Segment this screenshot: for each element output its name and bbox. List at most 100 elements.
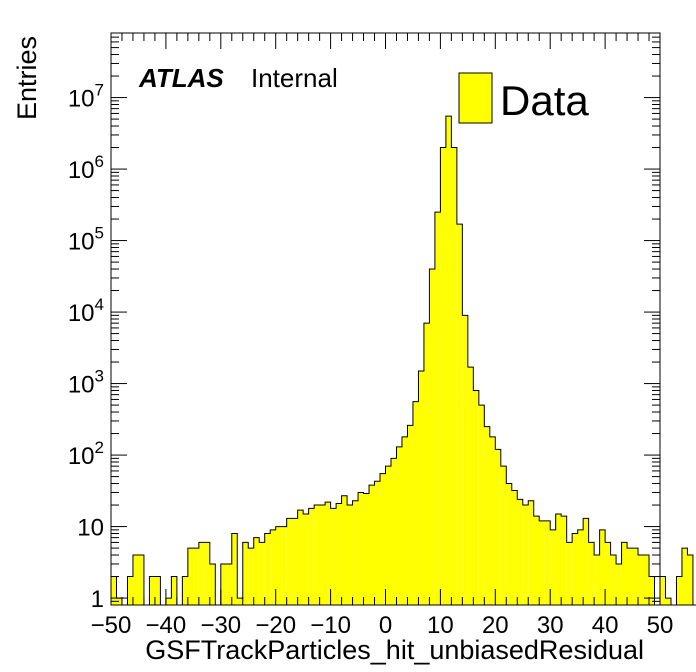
x-tick-label: 50	[647, 612, 674, 639]
atlas-label: ATLAS	[138, 63, 224, 93]
x-axis-label: GSFTrackParticles_hit_unbiasedResidual	[145, 635, 644, 665]
histogram-bin	[385, 466, 391, 605]
histogram-bin	[220, 563, 227, 605]
histogram-bin	[555, 513, 562, 605]
histogram-bin	[599, 529, 606, 605]
histogram-bin	[638, 555, 644, 605]
histogram-bin	[429, 269, 435, 605]
histogram-bin	[154, 576, 161, 605]
histogram-outline	[110, 115, 696, 606]
histogram-bin	[314, 505, 320, 605]
histogram-bin	[649, 576, 655, 605]
histogram-bin	[643, 555, 650, 605]
histogram-bin	[303, 513, 309, 605]
histogram-bin	[138, 555, 144, 605]
histogram-bin	[495, 449, 501, 605]
x-tick-label: −50	[91, 612, 132, 639]
histogram-bin	[566, 542, 573, 605]
histogram-bin	[237, 598, 243, 605]
histogram-bin	[325, 502, 331, 605]
y-tick-label: 102	[68, 438, 104, 470]
histogram-bin	[627, 548, 633, 605]
histogram-bin	[281, 526, 287, 605]
histogram-bin	[275, 526, 282, 605]
histogram-bin	[297, 510, 304, 605]
y-axis-label: Entries	[12, 36, 42, 120]
legend-swatch	[458, 72, 493, 124]
histogram-bin	[149, 576, 155, 605]
histogram-bin	[264, 533, 271, 605]
legend-label: Data	[500, 77, 589, 124]
y-tick-label: 105	[68, 224, 104, 256]
histogram-bin	[511, 490, 518, 605]
histogram-bin	[522, 505, 529, 605]
histogram-bins	[111, 116, 693, 605]
histogram-bin	[226, 563, 232, 605]
y-tick-label: 1	[91, 586, 104, 613]
histogram-bin	[341, 495, 348, 605]
histogram-bin	[434, 212, 441, 605]
histogram-bin	[462, 315, 468, 605]
histogram-bin	[605, 542, 611, 605]
histogram-bin	[380, 473, 386, 605]
x-tick-label: 30	[537, 612, 564, 639]
histogram-bin	[209, 563, 216, 605]
histogram-bin	[418, 370, 424, 605]
histogram-bin	[467, 367, 474, 605]
x-tick-label: 10	[427, 612, 454, 639]
histogram-bin	[248, 548, 254, 605]
histogram-bin	[396, 446, 402, 605]
histogram-bin	[358, 492, 364, 605]
histogram-bin	[572, 533, 578, 605]
y-tick-label: 103	[68, 367, 104, 399]
histogram-bin	[616, 563, 622, 605]
internal-label: Internal	[251, 63, 338, 93]
histogram-bin	[445, 116, 452, 605]
histogram-bin	[374, 481, 381, 605]
histogram-bin	[369, 485, 375, 605]
histogram-bin	[456, 224, 463, 605]
y-tick-label: 107	[68, 81, 104, 113]
histogram-bin	[336, 503, 342, 605]
histogram-bin	[632, 548, 639, 605]
histogram-bin	[407, 425, 413, 605]
histogram-bin	[423, 323, 430, 605]
histogram-bin	[292, 518, 298, 605]
y-tick-label: 10	[77, 515, 104, 542]
histogram-bin	[484, 426, 490, 605]
histogram-bin	[171, 576, 177, 605]
histogram-bin	[165, 598, 172, 605]
histogram-bin	[544, 520, 551, 605]
x-tick-label: −40	[146, 612, 187, 639]
histogram-bin	[577, 529, 584, 605]
histogram-bin	[610, 555, 617, 605]
histogram-bin	[676, 576, 682, 605]
histogram-bin	[621, 542, 628, 605]
histogram-bin	[259, 542, 265, 605]
histogram-bin	[187, 548, 194, 605]
histogram-bin	[528, 500, 534, 605]
x-tick-label: −30	[200, 612, 241, 639]
histogram-bin	[561, 516, 567, 605]
histogram-bin	[473, 390, 479, 605]
histogram-bin	[193, 548, 199, 605]
histogram-bin	[204, 542, 210, 605]
histogram-bin	[347, 505, 353, 605]
histogram-bin	[231, 533, 238, 605]
histogram-bin	[401, 436, 408, 605]
histogram-bin	[330, 508, 337, 605]
histogram-bin	[111, 576, 117, 605]
histogram-bin	[286, 518, 293, 605]
histogram-bin	[583, 518, 589, 605]
histogram-bin	[588, 542, 595, 605]
x-axis-ticks: −50 −40 −30 −20 −10 0 10 20 30 40 50	[91, 33, 674, 639]
histogram-bin	[198, 542, 205, 605]
legend: Data	[458, 72, 589, 124]
histogram-bin	[253, 537, 260, 605]
histogram-bin	[665, 598, 671, 605]
histogram-bin	[132, 555, 139, 605]
histogram-bin	[478, 405, 485, 605]
histogram-bin	[506, 483, 512, 605]
histogram-bin	[390, 458, 397, 605]
